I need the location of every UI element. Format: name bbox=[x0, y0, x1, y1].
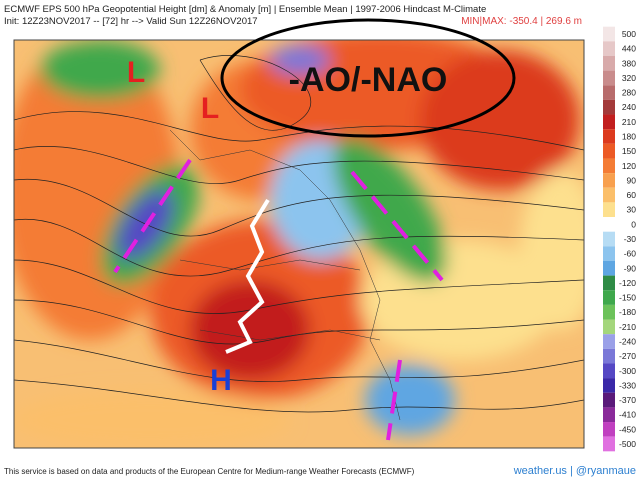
colorbar-label: 440 bbox=[622, 44, 636, 54]
colorbar-cell bbox=[603, 114, 615, 130]
colorbar-cell bbox=[603, 55, 615, 71]
colorbar-cell bbox=[603, 158, 615, 174]
colorbar-label: -90 bbox=[624, 263, 637, 273]
colorbar-cell bbox=[603, 129, 615, 144]
colorbar-label: 90 bbox=[627, 175, 637, 185]
colorbar-cell bbox=[603, 290, 615, 305]
colorbar-cell bbox=[603, 217, 615, 232]
colorbar-cell bbox=[603, 422, 615, 437]
colorbar-label: 210 bbox=[622, 117, 636, 127]
colorbar-label: -330 bbox=[619, 380, 636, 390]
colorbar-label: -500 bbox=[619, 439, 636, 449]
colorbar-cell bbox=[603, 275, 615, 291]
colorbar-cell bbox=[603, 304, 615, 320]
colorbar-cell bbox=[603, 26, 615, 42]
colorbar-label: -300 bbox=[619, 366, 636, 376]
low-label: L bbox=[201, 92, 219, 125]
colorbar-label: -60 bbox=[624, 249, 637, 259]
colorbar-label: -450 bbox=[619, 424, 636, 434]
colorbar-cell bbox=[603, 70, 615, 86]
colorbar-label: -270 bbox=[619, 351, 636, 361]
colorbar-cell bbox=[603, 143, 615, 159]
colorbar-label: 0 bbox=[631, 219, 636, 229]
colorbar-cell bbox=[603, 334, 615, 349]
colorbar-label: -120 bbox=[619, 278, 636, 288]
colorbar-label: -370 bbox=[619, 395, 636, 405]
colorbar-cell bbox=[603, 231, 615, 247]
map-frame bbox=[13, 39, 585, 449]
colorbar-cell bbox=[603, 436, 615, 452]
header-line: ECMWF EPS 500 hPa Geopotential Height [d… bbox=[4, 4, 486, 15]
map bbox=[14, 40, 584, 448]
pattern-label: -AO/-NAO bbox=[289, 61, 448, 99]
colorbar-cell bbox=[603, 348, 615, 364]
colorbar-cell bbox=[603, 85, 615, 100]
colorbar-label: 180 bbox=[622, 132, 636, 142]
colorbar-label: 120 bbox=[622, 161, 636, 171]
trough-axes bbox=[113, 158, 444, 441]
colorbar-cell bbox=[603, 407, 615, 423]
ridge-axis bbox=[225, 198, 270, 354]
colorbar-label: 280 bbox=[622, 88, 636, 98]
colorbar-cell bbox=[603, 41, 615, 56]
colorbar-cell bbox=[603, 319, 615, 335]
colorbar-label: -150 bbox=[619, 293, 636, 303]
colorbar-cell bbox=[603, 173, 615, 188]
colorbar-label: 150 bbox=[622, 146, 636, 156]
colorbar-label: -210 bbox=[619, 322, 636, 332]
header-line: Init: 12Z23NOV2017 -- [72] hr --> Valid … bbox=[4, 16, 258, 27]
high-label: H bbox=[210, 364, 232, 397]
low-label: L bbox=[127, 56, 145, 89]
colorbar-label: -240 bbox=[619, 337, 636, 347]
colorbar-label: -30 bbox=[624, 234, 637, 244]
colorbar-label: -180 bbox=[619, 307, 636, 317]
site: weather.us | @ryanmaue bbox=[513, 465, 636, 477]
colorbar-label: 30 bbox=[627, 205, 637, 215]
credit: This service is based on data and produc… bbox=[4, 467, 415, 476]
colorbar-cell bbox=[603, 260, 615, 276]
colorbar-label: 320 bbox=[622, 73, 636, 83]
min-max: MIN|MAX: -350.4 | 269.6 m bbox=[461, 16, 582, 27]
colorbar-label: 380 bbox=[622, 58, 636, 68]
colorbar-cell bbox=[603, 363, 615, 379]
colorbar-label: 60 bbox=[627, 190, 637, 200]
colorbar-cell bbox=[603, 378, 615, 393]
colorbar-cell bbox=[603, 392, 615, 408]
colorbar-cell bbox=[603, 202, 615, 218]
colorbar-cell bbox=[603, 187, 615, 203]
colorbar-label: 240 bbox=[622, 102, 636, 112]
colorbar-cell bbox=[603, 99, 615, 115]
colorbar-cell bbox=[603, 246, 615, 261]
colorbar-label: -410 bbox=[619, 410, 636, 420]
highlight-ellipse bbox=[220, 18, 516, 138]
colorbar-label: 500 bbox=[622, 29, 636, 39]
colorbar: 500 440 380 320 280 240 210 180 150 120 90 60 30 0 -30… bbox=[603, 26, 637, 452]
